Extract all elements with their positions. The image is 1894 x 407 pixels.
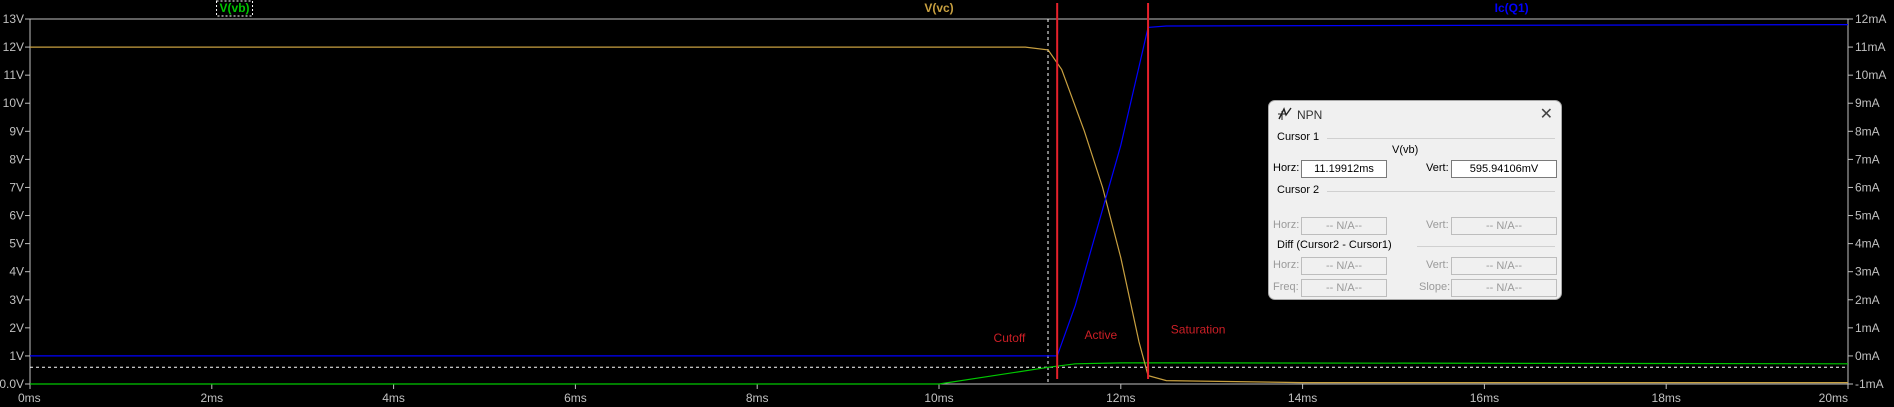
y-left-tick-label: 10V [3,96,24,110]
cursor1-trace-name: V(vb) [1392,144,1419,156]
dialog-titlebar[interactable]: NPN ✕ [1269,101,1561,127]
y-left-tick-label: 7V [9,180,24,194]
y-left-tick-label: 12V [3,40,24,54]
diff-horz-field: -- N/A-- [1301,257,1387,275]
y-right-tick-label: 7mA [1855,152,1880,166]
cursor1-vert-field[interactable]: 595.94106mV [1451,160,1557,178]
x-tick-label: 4ms [382,391,405,405]
region-annotation: Saturation [1171,322,1226,336]
diff-freq-field: -- N/A-- [1301,279,1387,297]
y-left-tick-label: 3V [9,293,24,307]
y-left-tick-label: 5V [9,237,24,251]
y-right-tick-label: 6mA [1855,180,1880,194]
y-left-tick-label: 8V [9,152,24,166]
y-left-tick-label: 6V [9,209,24,223]
cursor2-horz-label: Horz: [1273,219,1300,231]
diff-slope-label: Slope: [1419,281,1451,293]
trace-legend-label[interactable]: Ic(Q1) [1495,1,1529,15]
x-tick-label: 12ms [1106,391,1135,405]
y-left-tick-label: 0.0V [0,377,24,391]
region-annotation: Cutoff [994,331,1026,345]
x-tick-label: 14ms [1288,391,1317,405]
y-left-tick-label: 13V [3,12,24,26]
x-tick-label: 8ms [746,391,769,405]
y-right-tick-label: 4mA [1855,237,1880,251]
y-right-tick-label: 9mA [1855,96,1880,110]
cursor2-horz-field: -- N/A-- [1301,217,1387,235]
dialog-title: NPN [1297,108,1323,122]
region-annotation: Active [1084,328,1117,342]
y-right-tick-label: 5mA [1855,209,1880,223]
x-tick-label: 20ms [1819,391,1848,405]
cursor1-horz-field[interactable]: 11.19912ms [1301,160,1387,178]
diff-freq-label: Freq: [1273,281,1299,293]
y-left-tick-label: 1V [9,349,24,363]
cursor1-section-label: Cursor 1 [1277,131,1320,143]
close-icon[interactable]: ✕ [1539,106,1553,123]
y-right-tick-label: 11mA [1855,40,1885,54]
y-right-tick-label: 8mA [1855,124,1880,138]
x-tick-label: 6ms [564,391,587,405]
x-tick-label: 2ms [200,391,223,405]
y-right-tick-label: 1mA [1855,321,1880,335]
separator [1417,246,1555,247]
y-right-tick-label: 0mA [1855,349,1880,363]
y-left-tick-label: 11V [4,68,24,82]
x-tick-label: 0ms [18,391,41,405]
probe-cursor-icon [1278,107,1292,120]
trace-legend-label[interactable]: V(vb) [220,1,250,15]
y-right-tick-label: 3mA [1855,265,1880,279]
cursor2-vert-field: -- N/A-- [1451,217,1557,235]
y-left-tick-label: 4V [9,265,24,279]
diff-slope-field: -- N/A-- [1451,279,1557,297]
cursor2-vert-label: Vert: [1426,219,1449,231]
trace-legend-label[interactable]: V(vc) [924,1,953,15]
diff-vert-field: -- N/A-- [1451,257,1557,275]
x-tick-label: 18ms [1652,391,1681,405]
series-line-vvc [30,46,1848,384]
separator [1327,138,1555,139]
y-left-tick-label: 9V [9,124,24,138]
cursor1-horz-label: Horz: [1273,162,1300,174]
cursor-dialog[interactable]: NPN ✕ Cursor 1 V(vb) Horz: 11.19912ms Ve… [1268,100,1562,300]
y-right-tick-label: 12mA [1855,12,1886,26]
y-right-tick-label: 2mA [1855,293,1880,307]
selected-trace-box [216,0,254,17]
series-line-vvb [30,362,1849,385]
cursor2-section-label: Cursor 2 [1277,184,1320,196]
x-tick-label: 10ms [924,391,953,405]
x-tick-label: 16ms [1470,391,1499,405]
cursor1-vert-label: Vert: [1426,162,1449,174]
diff-section-label: Diff (Cursor2 - Cursor1) [1277,239,1392,251]
y-right-tick-label: -1mA [1855,377,1884,391]
separator [1327,191,1555,192]
y-left-tick-label: 2V [9,321,24,335]
diff-horz-label: Horz: [1273,259,1300,271]
diff-vert-label: Vert: [1426,259,1449,271]
y-right-tick-label: 10mA [1855,68,1886,82]
